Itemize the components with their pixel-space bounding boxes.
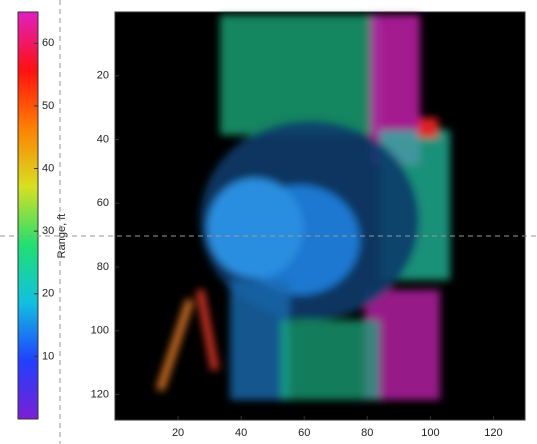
page: {"chart_data": {"type": "image", "colorb…: [0, 0, 537, 444]
x-tick-label: 40: [235, 427, 247, 439]
y-tick-label: 60: [97, 197, 109, 209]
colorbar-tick-label: 30: [42, 225, 54, 237]
x-tick-label: 100: [421, 427, 439, 439]
colorbar-tick-label: 40: [42, 162, 54, 174]
x-tick-label: 80: [361, 427, 373, 439]
x-tick-label: 120: [484, 427, 502, 439]
y-tick-label: 20: [97, 70, 109, 82]
plot-area: [0, 0, 537, 444]
colorbar-tick-label: 50: [42, 100, 54, 112]
colorbar-tick-label: 20: [42, 288, 54, 300]
chart: Range, ft 102030405060204060801001202040…: [0, 0, 537, 444]
colorbar-scale: [18, 12, 38, 419]
y-tick-label: 120: [91, 388, 109, 400]
y-tick-label: 100: [91, 325, 109, 337]
colorbar-tick-label: 60: [42, 37, 54, 49]
x-tick-label: 60: [298, 427, 310, 439]
y-tick-label: 80: [97, 261, 109, 273]
x-tick-label: 20: [172, 427, 184, 439]
y-tick-label: 40: [97, 133, 109, 145]
colorbar-tick-label: 10: [42, 350, 54, 362]
